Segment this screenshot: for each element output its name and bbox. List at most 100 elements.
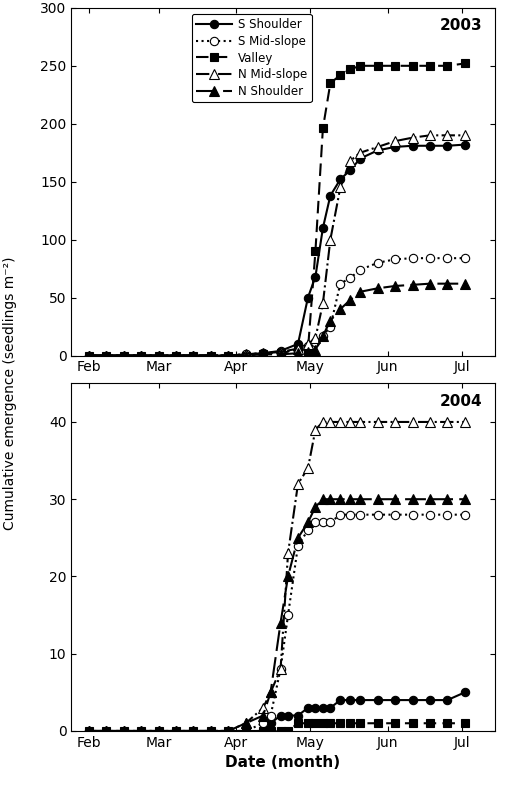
N Shoulder — [121, 351, 127, 360]
S Shoulder — [304, 293, 310, 303]
Valley — [336, 71, 343, 80]
N Shoulder — [443, 279, 449, 288]
N Shoulder — [461, 279, 467, 288]
S Shoulder — [86, 351, 92, 360]
S Mid-slope — [347, 274, 353, 283]
N Shoulder — [242, 351, 248, 360]
Line: N Shoulder: N Shoulder — [84, 279, 469, 360]
S Shoulder — [312, 272, 318, 281]
N Shoulder — [347, 296, 353, 305]
N Mid-slope — [86, 351, 92, 360]
Line: S Mid-slope: S Mid-slope — [84, 254, 468, 360]
S Mid-slope — [242, 350, 248, 359]
Valley — [260, 350, 266, 359]
S Shoulder — [409, 141, 415, 150]
N Shoulder — [225, 351, 231, 360]
X-axis label: Date (month): Date (month) — [225, 755, 340, 770]
Valley — [155, 351, 161, 360]
Valley — [173, 351, 179, 360]
Valley — [304, 345, 310, 354]
Text: 2003: 2003 — [439, 18, 481, 33]
N Mid-slope — [426, 130, 432, 140]
N Shoulder — [86, 351, 92, 360]
N Mid-slope — [356, 148, 362, 157]
N Shoulder — [190, 351, 196, 360]
N Mid-slope — [461, 130, 467, 140]
Valley — [103, 351, 109, 360]
S Mid-slope — [304, 342, 310, 351]
S Shoulder — [461, 140, 467, 149]
S Shoulder — [319, 223, 325, 233]
S Shoulder — [190, 351, 196, 360]
N Shoulder — [391, 281, 398, 291]
S Mid-slope — [294, 345, 300, 354]
Line: S Shoulder: S Shoulder — [84, 141, 468, 360]
S Mid-slope — [277, 347, 283, 357]
N Mid-slope — [242, 350, 248, 359]
S Mid-slope — [207, 351, 213, 360]
N Shoulder — [277, 350, 283, 359]
S Shoulder — [138, 351, 144, 360]
N Mid-slope — [155, 351, 161, 360]
Valley — [319, 123, 325, 133]
S Mid-slope — [391, 255, 398, 264]
N Shoulder — [426, 279, 432, 288]
Valley — [121, 351, 127, 360]
Valley — [190, 351, 196, 360]
N Shoulder — [260, 350, 266, 359]
S Shoulder — [443, 141, 449, 150]
S Shoulder — [374, 145, 380, 155]
S Mid-slope — [426, 253, 432, 263]
N Shoulder — [173, 351, 179, 360]
Valley — [426, 61, 432, 71]
S Shoulder — [225, 351, 231, 360]
Text: 2004: 2004 — [439, 394, 481, 409]
Line: Valley: Valley — [84, 59, 468, 360]
N Mid-slope — [312, 333, 318, 343]
Valley — [461, 59, 467, 68]
S Mid-slope — [103, 351, 109, 360]
Text: Cumulative emergence (seedlings m⁻²): Cumulative emergence (seedlings m⁻²) — [3, 256, 17, 530]
Valley — [347, 64, 353, 74]
S Mid-slope — [312, 337, 318, 347]
S Mid-slope — [409, 253, 415, 263]
S Shoulder — [242, 350, 248, 359]
Valley — [356, 61, 362, 71]
Valley — [207, 351, 213, 360]
N Mid-slope — [319, 299, 325, 308]
Line: N Mid-slope: N Mid-slope — [84, 130, 469, 360]
S Shoulder — [103, 351, 109, 360]
N Shoulder — [336, 304, 343, 314]
S Mid-slope — [173, 351, 179, 360]
S Mid-slope — [121, 351, 127, 360]
S Shoulder — [426, 141, 432, 150]
Valley — [225, 351, 231, 360]
N Mid-slope — [103, 351, 109, 360]
Valley — [242, 351, 248, 360]
S Shoulder — [327, 191, 333, 200]
S Mid-slope — [86, 351, 92, 360]
N Shoulder — [138, 351, 144, 360]
S Mid-slope — [138, 351, 144, 360]
N Mid-slope — [207, 351, 213, 360]
N Mid-slope — [190, 351, 196, 360]
S Mid-slope — [374, 258, 380, 267]
Valley — [277, 348, 283, 358]
N Mid-slope — [121, 351, 127, 360]
S Shoulder — [356, 154, 362, 163]
N Shoulder — [374, 284, 380, 293]
N Mid-slope — [277, 347, 283, 357]
Valley — [391, 61, 398, 71]
N Mid-slope — [173, 351, 179, 360]
N Shoulder — [207, 351, 213, 360]
S Shoulder — [347, 165, 353, 174]
Valley — [327, 79, 333, 88]
N Shoulder — [319, 331, 325, 340]
N Mid-slope — [225, 351, 231, 360]
S Shoulder — [260, 348, 266, 358]
S Shoulder — [391, 142, 398, 152]
S Shoulder — [173, 351, 179, 360]
S Mid-slope — [155, 351, 161, 360]
N Shoulder — [304, 347, 310, 357]
Valley — [409, 61, 415, 71]
